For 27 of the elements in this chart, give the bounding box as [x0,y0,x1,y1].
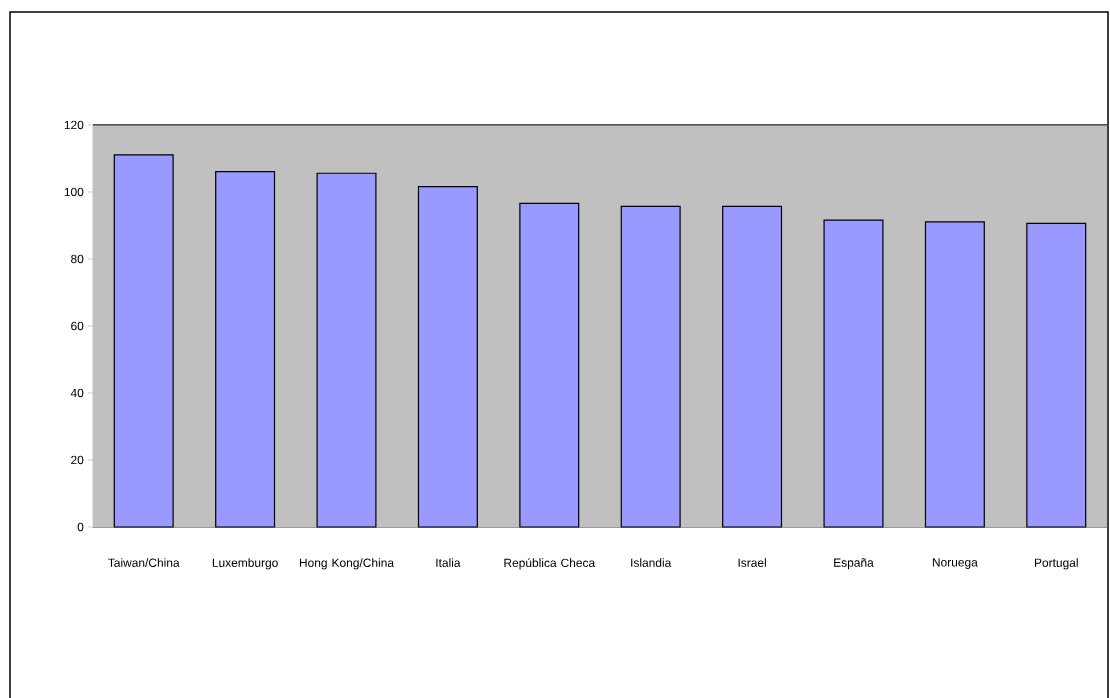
x-tick-label: Islandia [631,558,672,567]
y-tick-label: 60 [71,321,84,331]
bar [823,219,884,528]
x-tick-label: Hong Kong/China [299,558,394,570]
y-tick-label: 120 [64,120,84,130]
y-tick-label: 80 [71,254,84,264]
x-tick-label: Portugal [1035,558,1078,570]
bar [924,221,985,528]
y-tick-label: 100 [64,187,84,197]
y-tick-label: 20 [71,455,84,465]
x-tick-label: España [834,558,874,570]
bar [417,186,478,528]
y-tick-label: 40 [70,388,84,398]
x-tick-label: Italia [436,558,461,567]
bar [519,202,580,528]
x-tick-label: Taiwan/China [108,558,180,567]
bar [215,170,276,528]
x-tick-label: Noruega [932,558,978,569]
bar [1026,222,1087,528]
bar [620,205,681,528]
bar [113,154,174,528]
y-tick-label: 0 [77,522,84,532]
x-tick-label: Israel [738,558,766,567]
x-tick-label: Luxemburgo [212,558,278,570]
bar [722,205,783,528]
bar [316,172,377,528]
x-tick-label: República Checa [504,558,596,570]
